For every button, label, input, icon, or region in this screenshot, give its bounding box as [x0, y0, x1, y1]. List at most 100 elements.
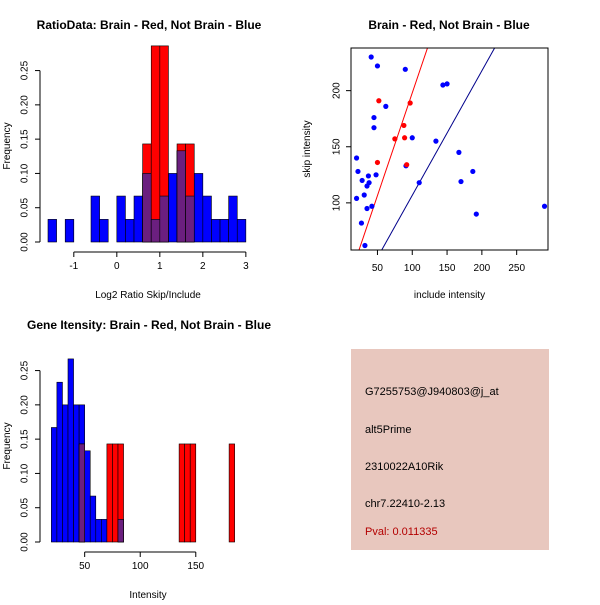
bar-brain [106, 443, 113, 543]
bar-not-brain [228, 195, 238, 243]
bar-not-brain [168, 173, 178, 243]
y-tick-label: 0.10 [20, 163, 31, 183]
bar-not-brain [95, 519, 102, 543]
point-not-brain [362, 242, 368, 249]
bar-not-brain [193, 173, 204, 243]
fit-lines [358, 48, 496, 250]
pval-text: Pval: 0.011335 [365, 526, 438, 538]
y-tick-label: 200 [332, 82, 343, 99]
y-tick-label: 0.15 [20, 429, 31, 449]
point-brain [404, 162, 410, 168]
histogram-bars [47, 45, 247, 243]
point-not-brain [368, 54, 374, 60]
point-not-brain [359, 177, 365, 184]
point-not-brain [373, 172, 379, 178]
x-tick-label: 200 [474, 263, 491, 274]
y-axis-label: skip intensity [302, 120, 313, 177]
bar-not-brain [99, 219, 109, 243]
histogram-bars [51, 358, 235, 543]
point-not-brain [444, 81, 450, 87]
bar-not-brain [56, 381, 63, 543]
bar-overlap [78, 443, 85, 543]
point-not-brain [371, 125, 377, 131]
point-brain [402, 135, 408, 141]
bar-not-brain [101, 519, 108, 543]
scatter-points [353, 54, 548, 249]
y-tick-label: 100 [332, 194, 343, 211]
point-not-brain [355, 168, 361, 175]
point-not-brain [409, 135, 415, 141]
x-tick-label: -1 [69, 261, 78, 272]
y-tick-label: 0.25 [20, 360, 31, 380]
y-axis-label: Frequency [2, 122, 13, 169]
bar-not-brain [211, 219, 221, 243]
y-tick-label: 0.10 [20, 463, 31, 483]
point-not-brain [416, 180, 422, 186]
point-not-brain [358, 220, 365, 226]
y-tick-label: 0.20 [20, 95, 31, 115]
not-brain-fit-line [381, 48, 496, 250]
chart-title: RatioData: Brain - Red, Not Brain - Blue [37, 18, 262, 32]
point-not-brain [402, 66, 408, 72]
y-tick-label: 0.25 [20, 60, 31, 80]
y-axis: 0.00 0.05 0.10 0.15 0.20 0.25 [20, 60, 41, 252]
point-not-brain [366, 180, 372, 186]
point-brain [374, 159, 381, 166]
plot-frame [350, 47, 549, 251]
point-brain [376, 98, 382, 104]
point-not-brain [374, 63, 381, 69]
bar-not-brain [51, 427, 58, 543]
x-axis-label: Intensity [129, 590, 166, 600]
x-tick-label: 2 [200, 261, 206, 272]
bar-overlap [159, 195, 169, 243]
bar-overlap [185, 195, 195, 243]
bar-brain [228, 443, 235, 543]
bar-not-brain [67, 358, 74, 543]
bar-overlap [150, 219, 161, 243]
point-not-brain [369, 203, 375, 209]
point-not-brain [456, 149, 462, 155]
x-tick-label: 50 [79, 561, 91, 572]
bar-overlap [176, 150, 186, 243]
bar-not-brain [133, 195, 143, 243]
point-brain [392, 136, 398, 142]
x-tick-label: 0 [114, 261, 120, 272]
y-tick-label: 0.15 [20, 129, 31, 149]
brain-fit-line [358, 48, 429, 250]
y-axis: 100 150 200 [332, 82, 351, 211]
bar-brain [112, 443, 119, 543]
location-text: chr7.22410-2.13 [365, 498, 446, 510]
point-not-brain [470, 168, 476, 175]
x-tick-label: 100 [404, 263, 421, 274]
event-type-text: alt5Prime [365, 424, 412, 436]
point-not-brain [541, 203, 548, 209]
bar-brain [184, 443, 191, 543]
x-tick-label: 50 [372, 263, 384, 274]
x-tick-label: 100 [132, 561, 149, 572]
x-tick-label: 1 [157, 261, 163, 272]
gene-intensity-histogram-panel: Gene Itensity: Brain - Red, Not Brain - … [2, 318, 271, 601]
point-not-brain [361, 192, 367, 198]
bar-not-brain [64, 219, 75, 243]
bar-not-brain [90, 195, 100, 243]
x-tick-label: 250 [508, 263, 525, 274]
y-axis-label: Frequency [2, 422, 13, 469]
y-tick-label: 0.00 [20, 532, 31, 552]
point-not-brain [473, 211, 479, 217]
y-tick-label: 0.20 [20, 395, 31, 415]
bar-not-brain [202, 195, 212, 243]
point-brain [401, 122, 407, 129]
bar-not-brain [73, 404, 80, 543]
scatter-panel: Brain - Red, Not Brain - Blue include int… [302, 18, 549, 301]
bar-brain [150, 45, 161, 243]
bar-not-brain [125, 219, 135, 243]
bar-not-brain [47, 219, 57, 243]
chart-title: Gene Itensity: Brain - Red, Not Brain - … [27, 318, 271, 332]
x-axis-label: Log2 Ratio Skip/Include [95, 290, 201, 301]
bar-overlap [117, 519, 124, 543]
point-not-brain [365, 173, 372, 179]
bar-not-brain [219, 219, 229, 243]
x-tick-label: 3 [243, 261, 249, 272]
